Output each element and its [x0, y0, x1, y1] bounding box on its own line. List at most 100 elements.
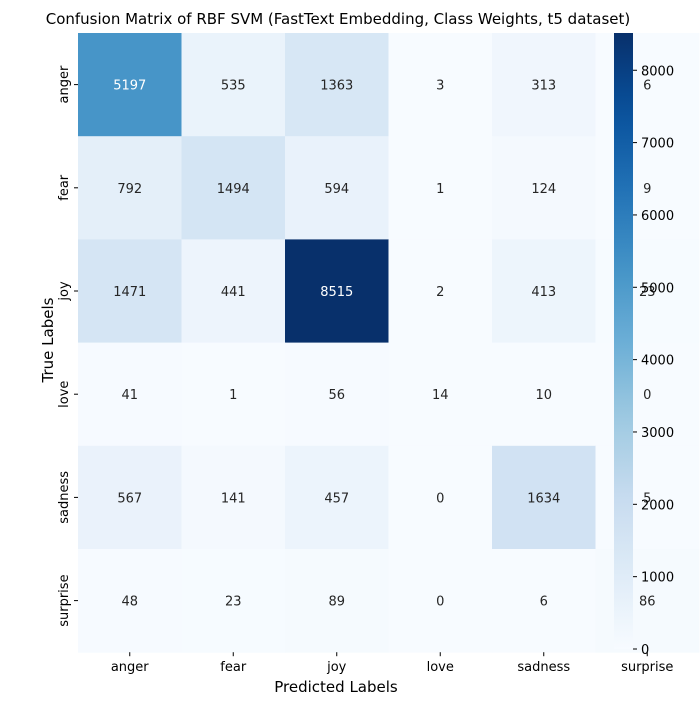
- colorbar-tick-label: 0: [641, 643, 649, 658]
- heatmap-cell: [181, 549, 286, 653]
- heatmap-cell: [388, 549, 493, 653]
- cell-value-label: 56: [328, 388, 345, 403]
- heatmap-cell: [595, 239, 700, 344]
- cell-value-label: 0: [436, 491, 444, 506]
- chart-title: Confusion Matrix of RBF SVM (FastText Em…: [46, 10, 631, 28]
- heatmap-cell: [388, 342, 493, 447]
- heatmap-cell: [595, 445, 700, 550]
- heatmap-cell: [595, 136, 700, 240]
- colorbar-tick-label: 4000: [641, 354, 674, 369]
- cell-value-label: 23: [225, 595, 242, 610]
- heatmap-cell: [78, 239, 182, 344]
- heatmap-cell: [181, 445, 286, 550]
- heatmap-cell: [492, 239, 596, 344]
- cell-value-label: 594: [324, 182, 349, 197]
- colorbar-tick-label: 6000: [641, 209, 674, 224]
- heatmap-cell: [78, 136, 182, 240]
- cell-value-label: 8515: [320, 285, 353, 300]
- cell-value-label: 124: [531, 182, 556, 197]
- heatmap-cell: [492, 136, 596, 240]
- cell-value-label: 0: [643, 388, 651, 403]
- heatmap-cell: [595, 549, 700, 653]
- cell-value-label: 9: [643, 182, 651, 197]
- x-axis-label: Predicted Labels: [274, 678, 398, 696]
- x-tick-label: joy: [326, 660, 347, 675]
- cell-value-label: 6: [643, 79, 651, 94]
- heatmap-cell: [492, 445, 596, 550]
- heatmap-cell: [285, 549, 389, 653]
- y-tick-label: fear: [57, 174, 72, 201]
- cell-value-label: 1: [436, 182, 444, 197]
- heatmap-cell: [181, 342, 286, 447]
- y-tick-label: love: [57, 381, 72, 408]
- cell-value-label: 413: [531, 285, 556, 300]
- heatmap-cell-labels: 5197 535 1363 3 313 6 792 1494 594 1 124 9 1471 441 85…: [113, 79, 655, 610]
- colorbar-tick-label: 1000: [641, 571, 674, 586]
- y-tick-label: sadness: [57, 471, 72, 524]
- y-tick-label: surprise: [57, 574, 72, 626]
- cell-value-label: 3: [436, 79, 444, 94]
- heatmap-cell: [181, 33, 286, 137]
- heatmap-cell: [595, 33, 700, 137]
- heatmap-cell: [595, 342, 700, 447]
- heatmap-cell: [285, 445, 389, 550]
- colorbar-tick-label: 3000: [641, 426, 674, 441]
- colorbar-tick-label: 5000: [641, 281, 674, 296]
- cell-value-label: 535: [221, 79, 246, 94]
- cell-value-label: 1471: [113, 285, 146, 300]
- heatmap-cell: [78, 445, 182, 550]
- cell-value-label: 313: [531, 79, 556, 94]
- cell-value-label: 89: [328, 595, 345, 610]
- cell-value-label: 567: [117, 491, 142, 506]
- cell-value-label: 86: [639, 595, 656, 610]
- heatmap-cells: [78, 33, 700, 653]
- heatmap-cell: [492, 549, 596, 653]
- cell-value-label: 141: [221, 491, 246, 506]
- heatmap-cell: [78, 342, 182, 447]
- heatmap-cell: [181, 136, 286, 240]
- cell-value-label: 6: [540, 595, 548, 610]
- cell-value-label: 792: [117, 182, 142, 197]
- cell-value-label: 1: [229, 388, 237, 403]
- colorbar-ticks: 0 1000 2000 3000 4000 5000 6000 7000 8000: [633, 64, 674, 658]
- x-tick-label: sadness: [517, 660, 570, 675]
- heatmap-cell: [78, 33, 182, 137]
- heatmap-cell: [388, 239, 493, 344]
- cell-value-label: 2: [436, 285, 444, 300]
- x-tick-label: anger: [111, 660, 149, 675]
- heatmap-cell: [388, 445, 493, 550]
- x-tick-label: surprise: [621, 660, 673, 675]
- cell-value-label: 1363: [320, 79, 353, 94]
- cell-value-label: 5: [643, 491, 651, 506]
- y-tick-label: anger: [57, 65, 72, 103]
- heatmap-cell: [285, 342, 389, 447]
- cell-value-label: 441: [221, 285, 246, 300]
- colorbar: [614, 33, 633, 649]
- x-axis-ticks: anger fear joy love sadness surprise: [111, 652, 673, 675]
- cell-value-label: 48: [121, 595, 138, 610]
- heatmap-cell: [181, 239, 286, 344]
- y-axis-label: True Labels: [39, 297, 57, 383]
- cell-value-label: 1494: [217, 182, 250, 197]
- cell-value-label: 1634: [527, 491, 560, 506]
- heatmap-cell: [78, 549, 182, 653]
- cell-value-label: 14: [432, 388, 449, 403]
- heatmap-cell: [285, 136, 389, 240]
- cell-value-label: 41: [121, 388, 138, 403]
- cell-value-label: 457: [324, 491, 349, 506]
- x-tick-label: fear: [220, 660, 247, 675]
- heatmap-cell: [285, 239, 389, 344]
- colorbar-tick-label: 2000: [641, 498, 674, 513]
- heatmap-cell: [492, 33, 596, 137]
- colorbar-tick-label: 8000: [641, 64, 674, 79]
- cell-value-label: 5197: [113, 79, 146, 94]
- heatmap-cell: [388, 33, 493, 137]
- heatmap-cell: [285, 33, 389, 137]
- heatmap-cell: [388, 136, 493, 240]
- x-tick-label: love: [427, 660, 454, 675]
- y-axis-ticks: anger fear joy love sadness surprise: [57, 65, 78, 627]
- y-tick-label: joy: [57, 281, 72, 302]
- colorbar-tick-label: 7000: [641, 137, 674, 152]
- cell-value-label: 10: [535, 388, 552, 403]
